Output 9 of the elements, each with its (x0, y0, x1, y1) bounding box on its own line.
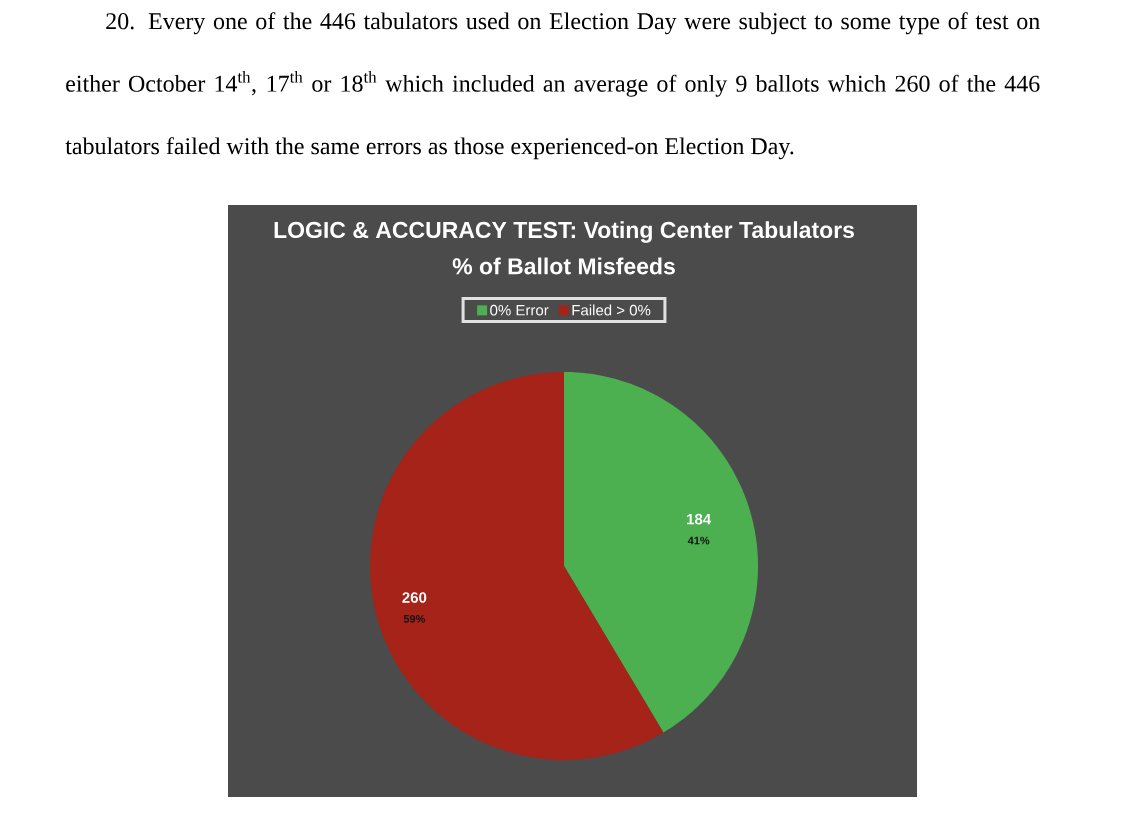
legend-label: Failed > 0% (572, 304, 651, 316)
text: 59% (403, 614, 426, 623)
text: 20. Every one of the 446 tabulators used on Election Day were subject to some type of test on either October 14$^{th}$, 17$^{th}$ or 18$^{th}$ which included an average of only 9 ballots which 260 of the 446 tabulators failed with the same errors as those experienced-on Election Day. (65, 12, 1040, 160)
chart-title: LOGIC & ACCURACY TEST: Voting Center Tabulators (274, 221, 854, 243)
legend-label: 0% Error (490, 304, 549, 316)
data-label: 184 (687, 513, 712, 525)
data-label: 260 (402, 592, 427, 603)
chart-subtitle: % of Ballot Misfeeds (452, 257, 675, 275)
text: 41% (687, 536, 710, 545)
